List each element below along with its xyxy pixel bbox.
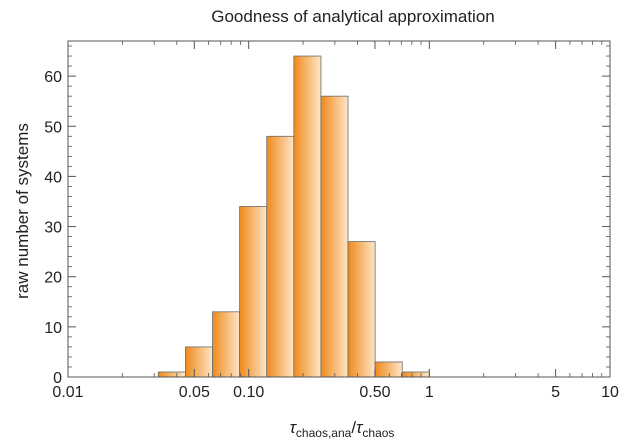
x-label-sub-1: chaos,ana	[296, 426, 352, 440]
x-tick-label-4: 0.50	[359, 384, 390, 401]
y-tick-label-2: 10	[44, 320, 62, 337]
histogram-bar-5	[266, 135, 295, 378]
y-tick-label-1: 0	[53, 370, 62, 387]
bars-group	[157, 55, 430, 378]
x-label-symbol-2: τ	[356, 418, 364, 437]
y-tick-label-6: 50	[44, 119, 62, 136]
x-tick-label-7: 10	[601, 384, 619, 401]
histogram-bar-3	[212, 311, 241, 378]
histogram-bar-4	[239, 206, 268, 378]
chart-title: Goodness of analytical approximation	[211, 7, 495, 26]
y-tick-label-7: 60	[44, 69, 62, 86]
x-axis-label: τchaos,ana/τchaos	[290, 418, 395, 440]
y-tick-label-3: 20	[44, 270, 62, 287]
minor-ticks	[121, 41, 603, 377]
x-tick-label-5: 1	[425, 384, 434, 401]
histogram-bar-8	[347, 241, 376, 378]
x-label-separator: /	[351, 418, 356, 437]
y-tick-label-4: 30	[44, 220, 62, 237]
histogram-bar-9	[374, 361, 403, 378]
histogram-bar-7	[320, 95, 349, 378]
y-tick-label-5: 40	[44, 169, 62, 186]
histogram-bar-1	[157, 371, 186, 378]
histogram-bar-6	[293, 55, 322, 378]
y-axis-ticks: 0 10 20 30 40 50 60	[44, 45, 610, 387]
x-tick-label-3: 0.10	[233, 384, 264, 401]
x-tick-label-6: 5	[551, 384, 560, 401]
histogram-bar-2	[185, 346, 213, 378]
plot-frame	[67, 40, 611, 378]
x-label-symbol-1: τ	[290, 418, 298, 437]
histogram-bar-10	[401, 371, 430, 378]
x-tick-label-1: 0.01	[52, 384, 83, 401]
x-tick-label-2: 0.05	[179, 384, 210, 401]
x-axis-ticks: 0.01 0.05 0.10 0.50 1 5 10	[52, 41, 619, 401]
y-axis-label: raw number of systems	[13, 123, 32, 299]
x-label-sub-2: chaos	[362, 426, 394, 440]
